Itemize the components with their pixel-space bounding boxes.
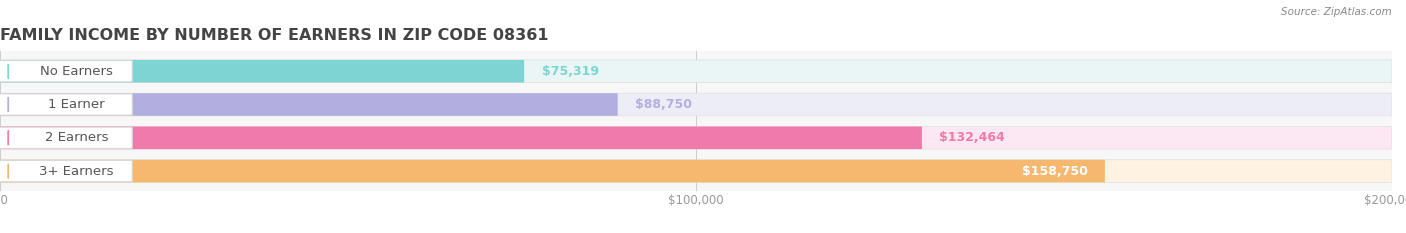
- FancyBboxPatch shape: [0, 127, 132, 148]
- FancyBboxPatch shape: [0, 127, 1392, 149]
- Text: $88,750: $88,750: [636, 98, 692, 111]
- FancyBboxPatch shape: [0, 94, 132, 115]
- FancyBboxPatch shape: [0, 60, 524, 82]
- FancyBboxPatch shape: [0, 93, 617, 116]
- Text: $132,464: $132,464: [939, 131, 1005, 144]
- FancyBboxPatch shape: [0, 127, 922, 149]
- FancyBboxPatch shape: [0, 61, 132, 82]
- FancyBboxPatch shape: [0, 160, 1392, 182]
- Text: FAMILY INCOME BY NUMBER OF EARNERS IN ZIP CODE 08361: FAMILY INCOME BY NUMBER OF EARNERS IN ZI…: [0, 28, 548, 43]
- FancyBboxPatch shape: [0, 93, 1392, 116]
- Text: No Earners: No Earners: [41, 65, 112, 78]
- FancyBboxPatch shape: [0, 160, 1105, 182]
- Text: 1 Earner: 1 Earner: [48, 98, 105, 111]
- FancyBboxPatch shape: [0, 161, 132, 182]
- FancyBboxPatch shape: [0, 60, 1392, 82]
- Text: $75,319: $75,319: [541, 65, 599, 78]
- Text: Source: ZipAtlas.com: Source: ZipAtlas.com: [1281, 7, 1392, 17]
- Text: 3+ Earners: 3+ Earners: [39, 164, 114, 178]
- Text: 2 Earners: 2 Earners: [45, 131, 108, 144]
- Text: $158,750: $158,750: [1022, 164, 1087, 178]
